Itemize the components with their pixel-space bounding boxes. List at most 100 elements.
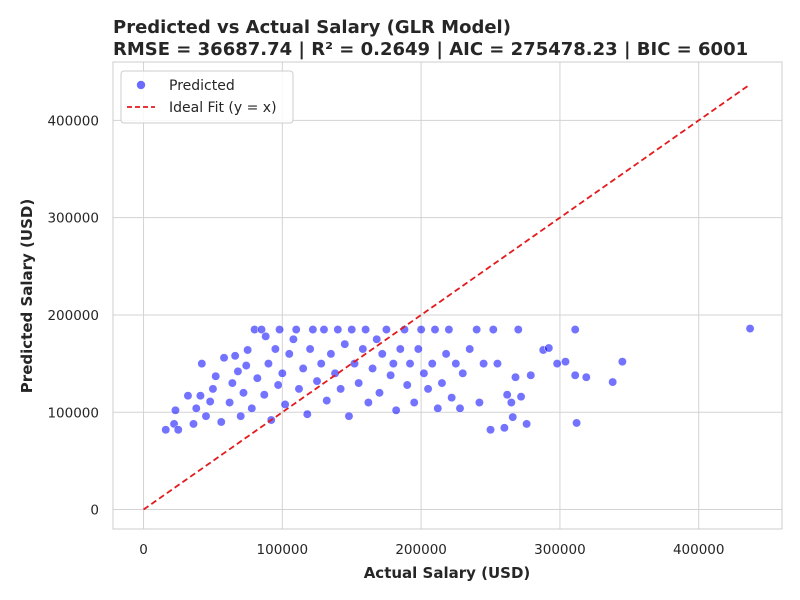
- scatter-point: [197, 359, 207, 369]
- scatter-point: [302, 409, 312, 419]
- ideal-fit-line-group: [143, 83, 751, 511]
- scatter-point: [280, 400, 290, 409]
- y-tick-label: 100000: [47, 405, 99, 421]
- scatter-point: [189, 419, 198, 429]
- x-axis-label: Actual Salary (USD): [364, 564, 531, 582]
- scatter-point: [361, 325, 371, 335]
- scatter-point: [326, 349, 336, 359]
- scatter-point: [493, 359, 502, 369]
- scatter-point: [259, 390, 269, 400]
- scatter-point: [506, 398, 516, 407]
- scatter-point: [372, 334, 382, 344]
- chart-title: Predicted vs Actual Salary (GLR Model): [113, 17, 511, 38]
- scatter-point: [388, 359, 398, 369]
- scatter-point: [312, 376, 322, 386]
- scatter-point: [208, 384, 218, 394]
- scatter-point: [455, 403, 465, 413]
- scatter-point: [257, 325, 266, 335]
- plot-frame: [112, 61, 783, 530]
- scatter-point: [447, 393, 457, 403]
- scatter-point: [358, 344, 368, 354]
- x-tick-label: 400000: [673, 542, 725, 558]
- scatter-point: [284, 349, 294, 359]
- scatter-point: [522, 419, 532, 429]
- scatter-point: [419, 368, 429, 378]
- scatter-point: [261, 331, 271, 341]
- scatter-points: [161, 324, 755, 435]
- scatter-point: [409, 398, 419, 407]
- scatter-point: [570, 325, 580, 335]
- scatter-point: [236, 411, 246, 421]
- scatter-point: [511, 372, 520, 382]
- scatter-point: [211, 371, 221, 381]
- scatter-point: [344, 411, 354, 421]
- scatter-point: [247, 403, 257, 413]
- scatter-point: [201, 411, 211, 421]
- scatter-point: [395, 344, 405, 354]
- scatter-point: [368, 364, 377, 373]
- scatter-point: [288, 334, 298, 344]
- scatter-point: [347, 325, 357, 335]
- scatter-point: [298, 364, 308, 373]
- scatter-point: [219, 353, 229, 363]
- grid: [113, 62, 782, 529]
- scatter-point: [544, 343, 554, 353]
- scatter-point: [333, 325, 343, 335]
- scatter-point: [430, 325, 440, 335]
- scatter-point: [444, 325, 454, 335]
- scatter-point: [273, 380, 283, 390]
- scatter-point: [375, 388, 384, 398]
- scatter-point: [402, 380, 412, 390]
- y-tick-label: 300000: [47, 211, 99, 227]
- scatter-point: [433, 403, 443, 413]
- scatter-point: [243, 345, 253, 355]
- scatter-point: [437, 378, 447, 388]
- scatter-point: [479, 359, 489, 369]
- scatter-point: [291, 325, 301, 335]
- scatter-point: [513, 325, 523, 335]
- scatter-point: [239, 388, 248, 398]
- scatter-point: [354, 378, 364, 388]
- x-tick-label: 300000: [534, 542, 586, 558]
- scatter-point: [161, 425, 171, 435]
- scatter-point: [502, 390, 512, 400]
- scatter-point: [275, 325, 285, 335]
- scatter-point: [336, 384, 346, 394]
- scatter-point: [451, 359, 461, 369]
- scatter-point: [427, 359, 437, 369]
- legend-label-ideal-fit: Ideal Fit (y = x): [169, 100, 277, 116]
- scatter-point: [745, 324, 755, 334]
- x-tick-label: 0: [139, 542, 148, 558]
- scatter-point: [230, 351, 240, 361]
- scatter-point: [386, 370, 396, 380]
- scatter-point: [581, 372, 591, 382]
- scatter-point: [381, 325, 391, 335]
- scatter-point: [322, 396, 332, 406]
- scatter-point: [225, 398, 235, 407]
- scatter-point: [474, 398, 484, 407]
- scatter-point: [570, 370, 580, 380]
- scatter-point: [205, 397, 215, 406]
- scatter-point: [264, 359, 273, 369]
- chart-subtitle: RMSE = 36687.74 | R² = 0.2649 | AIC = 27…: [113, 39, 748, 60]
- scatter-point: [499, 423, 509, 433]
- scatter-point: [294, 384, 304, 394]
- scatter-point: [516, 392, 526, 402]
- scatter-point: [183, 391, 193, 401]
- scatter-point: [441, 349, 451, 359]
- scatter-point: [472, 325, 482, 335]
- scatter-point: [608, 377, 618, 387]
- scatter-point: [405, 359, 415, 369]
- scatter-point: [227, 378, 237, 388]
- scatter-point: [391, 405, 401, 415]
- scatter-point: [319, 325, 329, 335]
- scatter-point: [195, 391, 205, 401]
- scatter-point: [377, 349, 387, 359]
- y-axis-label: Predicted Salary (USD): [18, 199, 36, 393]
- scatter-point: [363, 398, 373, 407]
- scatter-point: [308, 325, 318, 335]
- x-tick-label: 100000: [257, 542, 309, 558]
- y-tick-label: 400000: [47, 113, 99, 129]
- x-tick-label: 200000: [395, 542, 447, 558]
- scatter-point: [416, 325, 426, 335]
